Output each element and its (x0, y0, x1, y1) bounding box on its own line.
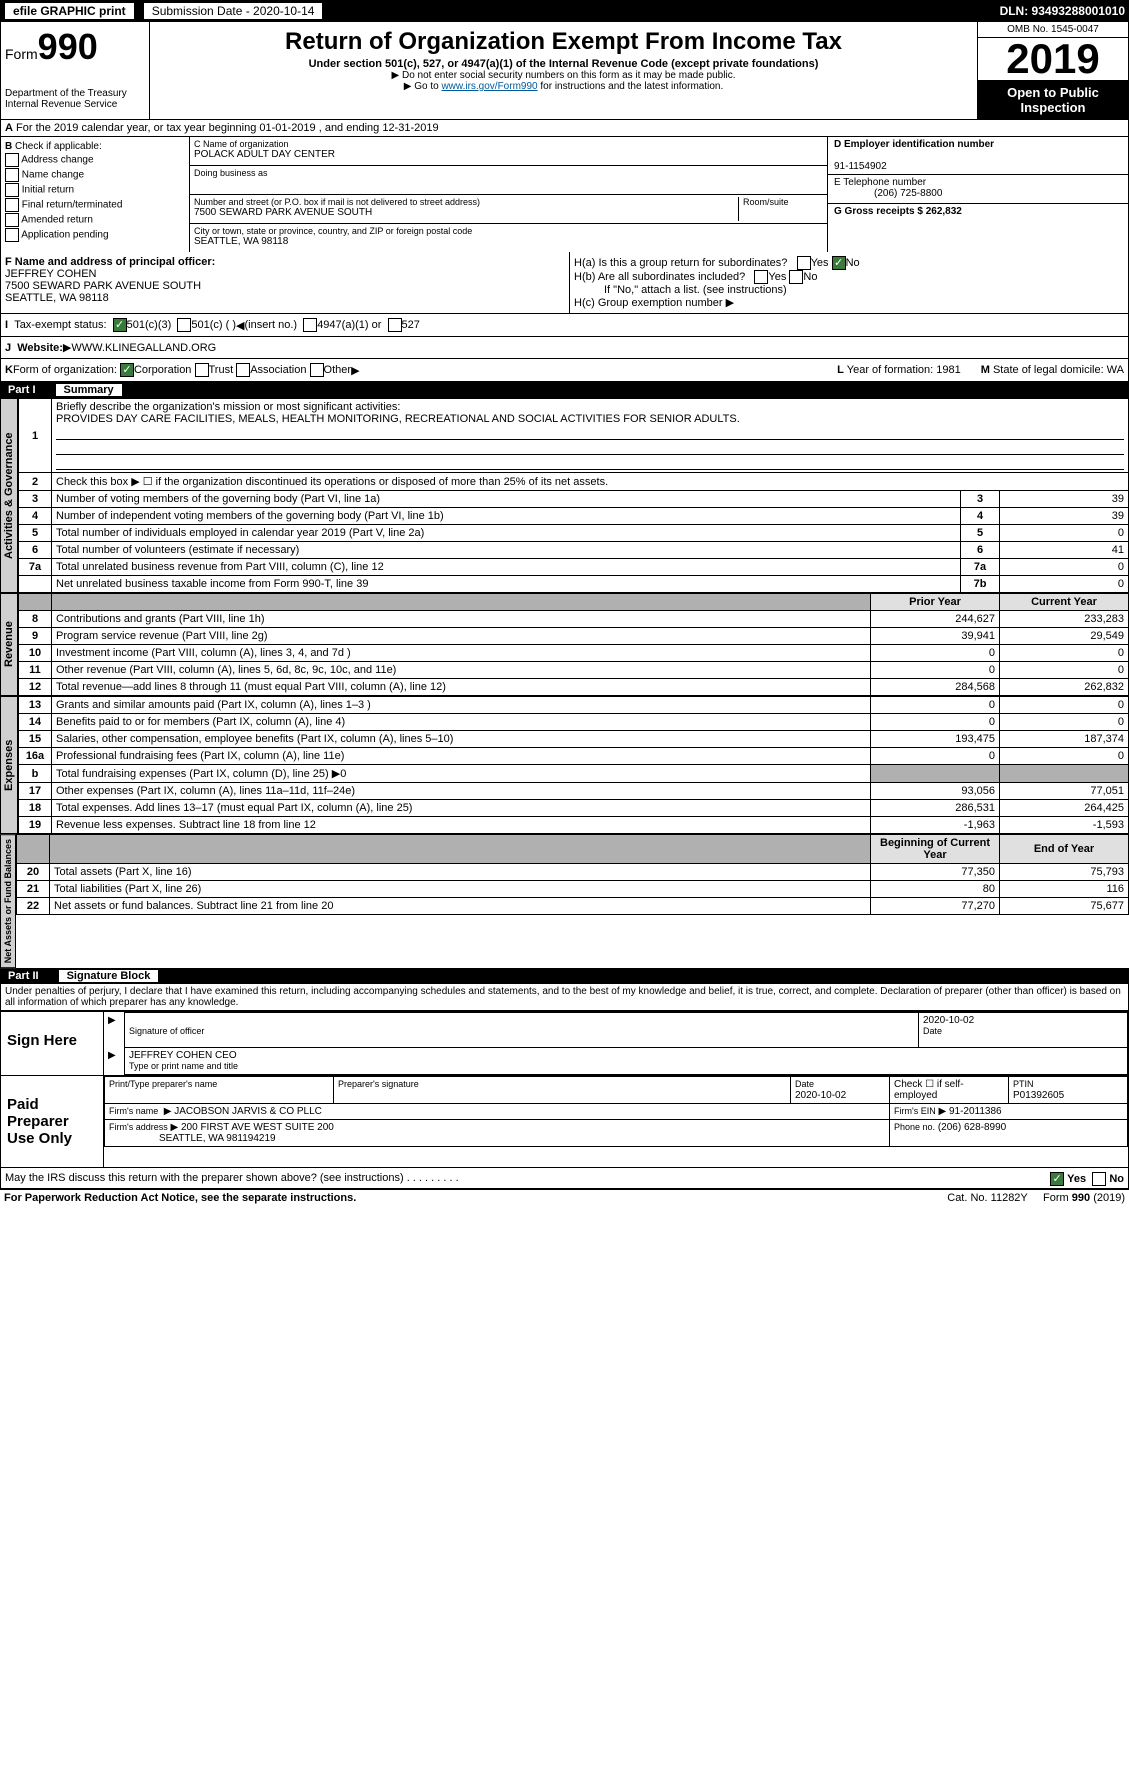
room-label: Room/suite (743, 197, 823, 207)
col-c-org: C Name of organization POLACK ADULT DAY … (190, 137, 827, 252)
paid-preparer-label: Paid Preparer Use Only (1, 1076, 104, 1167)
page-footer: For Paperwork Reduction Act Notice, see … (0, 1189, 1129, 1206)
addr-label: Number and street (or P.O. box if mail i… (194, 197, 738, 207)
ssn-note: ▶ Do not enter social security numbers o… (154, 70, 973, 81)
form-subtitle: Under section 501(c), 527, or 4947(a)(1)… (154, 58, 973, 70)
mission: PROVIDES DAY CARE FACILITIES, MEALS, HEA… (56, 413, 740, 425)
website: WWW.KLINEGALLAND.ORG (71, 342, 216, 354)
row-j: J Website: ▶ WWW.KLINEGALLAND.ORG (0, 337, 1129, 359)
cb-4947[interactable] (303, 318, 317, 332)
officer-addr1: 7500 SEWARD PARK AVENUE SOUTH (5, 280, 201, 292)
state-domicile: M State of legal domicile: WA (981, 364, 1124, 376)
cb-501c3[interactable]: ✓ (113, 318, 127, 332)
officer-label: F Name and address of principal officer: (5, 256, 215, 268)
cb-trust[interactable] (195, 363, 209, 377)
officer-name-sig: JEFFREY COHEN CEO (129, 1050, 237, 1061)
year-formation: L Year of formation: 1981 (837, 364, 961, 376)
phone: (206) 725-8800 (834, 188, 942, 199)
section-netassets: Net Assets or Fund Balances Beginning of… (0, 834, 1129, 968)
h-c: H(c) Group exemption number ▶ (574, 296, 1124, 309)
org-name-label: C Name of organization (194, 139, 823, 149)
vl-governance: Activities & Governance (0, 398, 18, 593)
cb-address[interactable]: Address change (5, 153, 185, 167)
discuss-yes[interactable]: ✓ (1050, 1172, 1064, 1186)
tax-year: 2019 (978, 38, 1128, 81)
row-i: I Tax-exempt status: ✓ 501(c)(3) 501(c) … (0, 314, 1129, 337)
row-fh: F Name and address of principal officer:… (0, 252, 1129, 314)
org-addr: 7500 SEWARD PARK AVENUE SOUTH (194, 207, 738, 218)
col-d-right: D Employer identification number 91-1154… (827, 137, 1128, 252)
cb-final[interactable]: Final return/terminated (5, 198, 185, 212)
ptin: P01392605 (1013, 1090, 1064, 1101)
form-number: Form990 (5, 26, 145, 68)
section-governance: Activities & Governance 1 Briefly descri… (0, 398, 1129, 593)
firm-phone: (206) 628-8990 (938, 1122, 1006, 1133)
firm-ein: 91-2011386 (949, 1106, 1002, 1117)
h-b-note: If "No," attach a list. (see instruction… (574, 284, 1124, 296)
info-block: B Check if applicable: Address change Na… (0, 137, 1129, 252)
goto-note: ▶ Go to www.irs.gov/Form990 for instruct… (154, 81, 973, 92)
discuss-no[interactable] (1092, 1172, 1106, 1186)
cat-no: Cat. No. 11282Y (947, 1192, 1028, 1204)
cb-name[interactable]: Name change (5, 168, 185, 182)
irs-label: Internal Revenue Service (5, 99, 145, 110)
officer-name: JEFFREY COHEN (5, 268, 96, 280)
topbar: efile GRAPHIC print Submission Date - 20… (0, 0, 1129, 22)
sign-here-label: Sign Here (1, 1012, 104, 1075)
ein-label: D Employer identification number (834, 139, 994, 150)
pra-notice: For Paperwork Reduction Act Notice, see … (4, 1192, 356, 1204)
discuss-row: May the IRS discuss this return with the… (0, 1168, 1129, 1189)
cb-amended[interactable]: Amended return (5, 213, 185, 227)
part1-header: Part ISummary (0, 382, 1129, 398)
firm-name: JACOBSON JARVIS & CO PLLC (174, 1106, 322, 1117)
section-revenue: Revenue Prior YearCurrent Year 8Contribu… (0, 593, 1129, 696)
part2-header: Part IISignature Block (0, 968, 1129, 984)
cb-initial[interactable]: Initial return (5, 183, 185, 197)
dept-treasury: Department of the Treasury (5, 88, 145, 99)
h-b: H(b) Are all subordinates included? Yes … (574, 270, 1124, 284)
vl-revenue: Revenue (0, 593, 18, 696)
perjury-text: Under penalties of perjury, I declare th… (0, 984, 1129, 1011)
phone-label: E Telephone number (834, 177, 926, 188)
row-k: K Form of organization: ✓ Corporation Tr… (0, 359, 1129, 382)
cb-501c[interactable] (177, 318, 191, 332)
form-header: Form990 Department of the Treasury Inter… (0, 22, 1129, 120)
cb-527[interactable] (388, 318, 402, 332)
cb-pending[interactable]: Application pending (5, 228, 185, 242)
city-label: City or town, state or province, country… (194, 226, 823, 236)
irs-link[interactable]: www.irs.gov/Form990 (441, 81, 537, 92)
cb-other[interactable] (310, 363, 324, 377)
col-b-checkboxes: B Check if applicable: Address change Na… (1, 137, 190, 252)
org-city: SEATTLE, WA 98118 (194, 236, 823, 247)
dba-label: Doing business as (194, 168, 823, 178)
officer-addr2: SEATTLE, WA 98118 (5, 292, 109, 304)
org-name: POLACK ADULT DAY CENTER (194, 149, 823, 160)
cb-assoc[interactable] (236, 363, 250, 377)
firm-addr: 200 FIRST AVE WEST SUITE 200 (181, 1122, 334, 1133)
efile-button[interactable]: efile GRAPHIC print (4, 2, 135, 20)
sign-here-block: Sign Here ▶ Signature of officer 2020-10… (0, 1011, 1129, 1076)
vl-expenses: Expenses (0, 696, 18, 834)
dln: DLN: 93493288001010 (1000, 4, 1125, 18)
ein: 91-1154902 (834, 161, 887, 172)
vl-netassets: Net Assets or Fund Balances (0, 834, 16, 968)
paid-preparer-block: Paid Preparer Use Only Print/Type prepar… (0, 1076, 1129, 1168)
submission-date: Submission Date - 2020-10-14 (143, 2, 324, 20)
section-expenses: Expenses 13Grants and similar amounts pa… (0, 696, 1129, 834)
gross-receipts: G Gross receipts $ 262,832 (834, 206, 962, 217)
cb-corp[interactable]: ✓ (120, 363, 134, 377)
q1: Briefly describe the organization's miss… (56, 401, 400, 413)
open-inspection: Open to Public Inspection (978, 81, 1128, 119)
form-title: Return of Organization Exempt From Incom… (154, 28, 973, 56)
h-a: H(a) Is this a group return for subordin… (574, 256, 1124, 270)
q2: Check this box ▶ ☐ if the organization d… (52, 473, 1129, 491)
row-a: A For the 2019 calendar year, or tax yea… (0, 120, 1129, 137)
form-ref: Form 990 (2019) (1043, 1192, 1125, 1204)
